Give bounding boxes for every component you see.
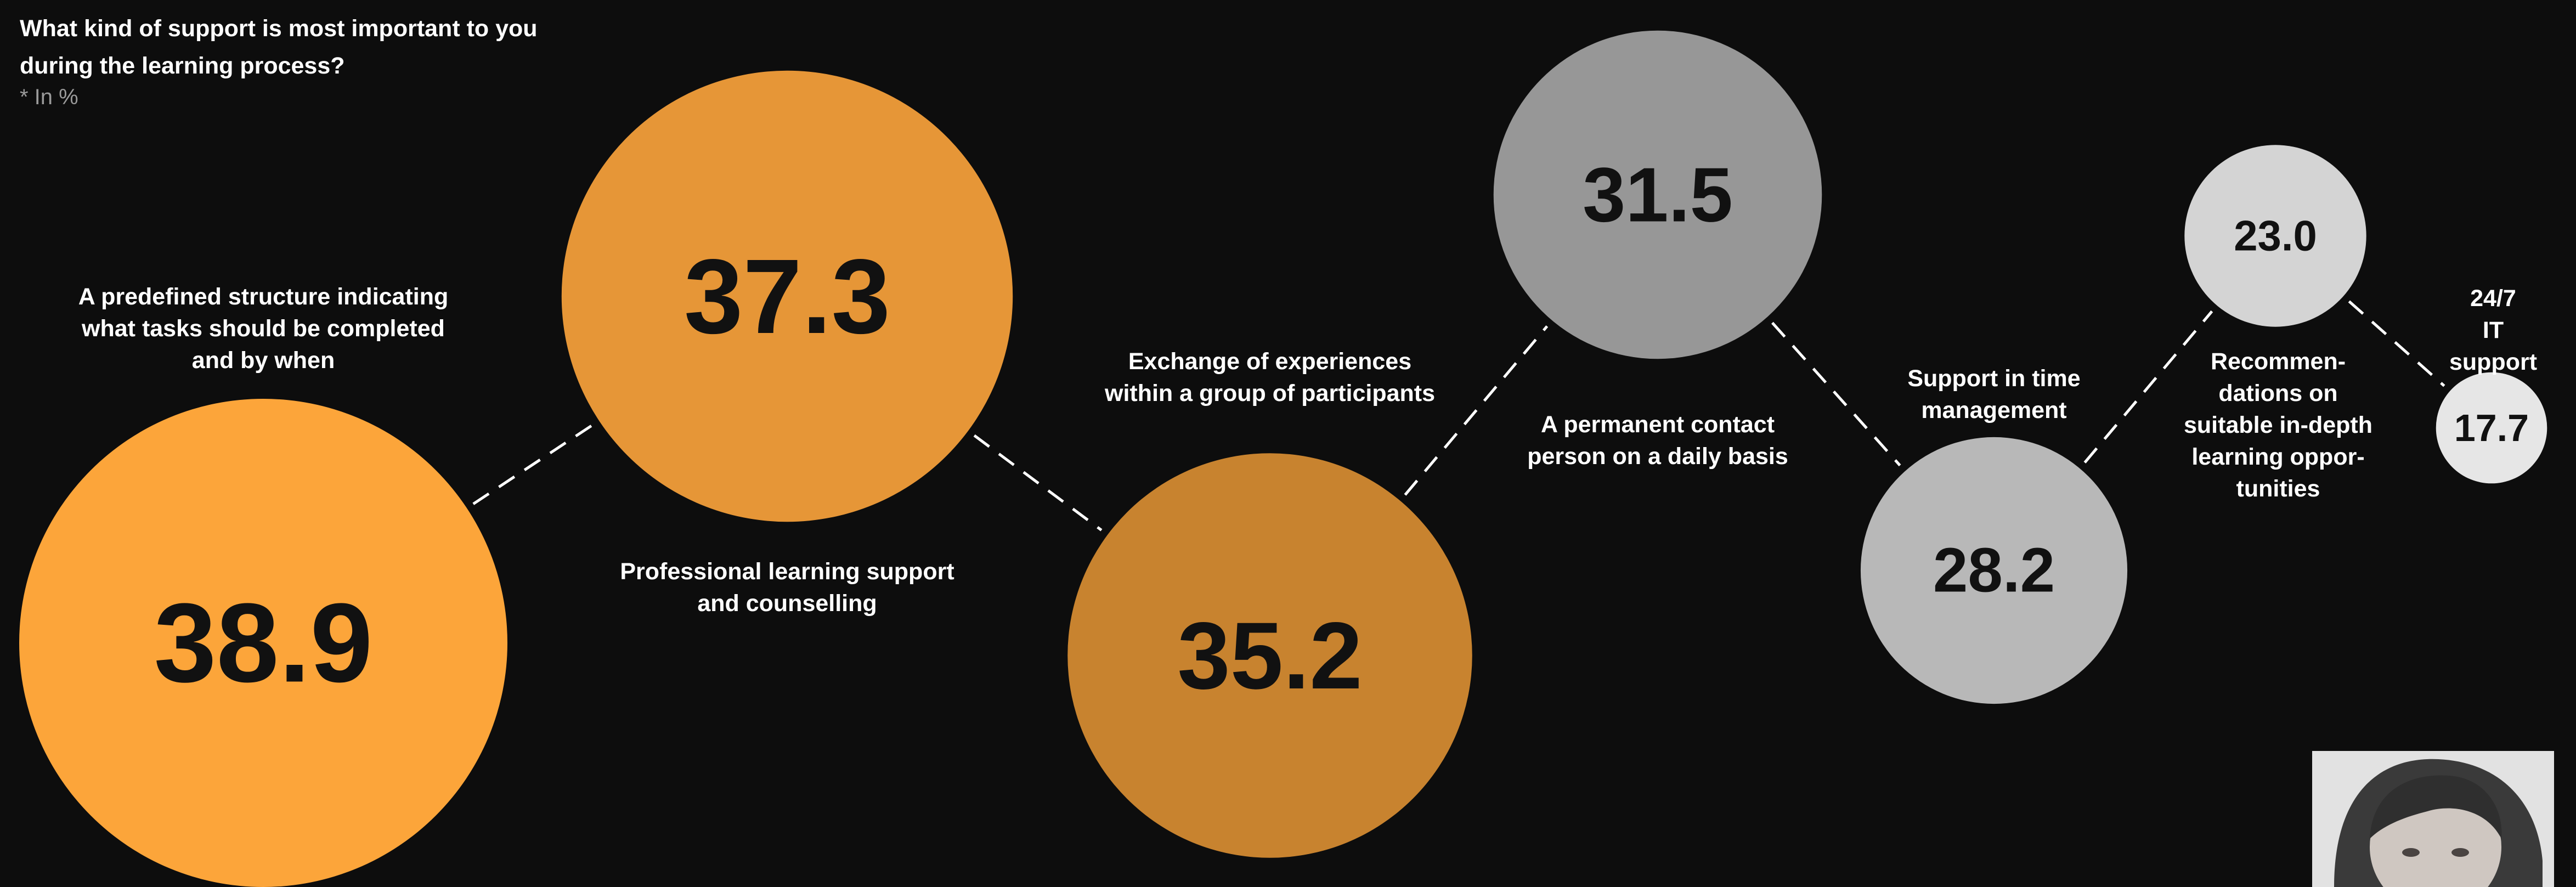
connector-line (473, 425, 593, 504)
category-label: A predefined structure indicating what t… (78, 281, 449, 376)
category-label: Support in time management (1907, 363, 2080, 426)
bubble-value-label: 37.3 (684, 237, 890, 355)
category-label: Professional learning support and counse… (620, 556, 954, 619)
category-label: Exchange of experiences within a group o… (1105, 346, 1435, 409)
category-label: A permanent contact person on a daily ba… (1527, 409, 1788, 472)
category-label: 24/7 IT support (2449, 283, 2537, 378)
connector-line (1772, 323, 1900, 465)
bubble-value-label: 28.2 (1933, 536, 2055, 606)
category-label: Recommen- dations on suitable in-depth l… (2184, 346, 2372, 505)
bubble-value-label: 35.2 (1177, 602, 1362, 709)
person-photo (2312, 751, 2554, 887)
bubble-value-label: 23.0 (2234, 212, 2317, 260)
person-silhouette-icon (2312, 751, 2554, 887)
connector-line (974, 436, 1101, 530)
bubble-value-label: 31.5 (1583, 152, 1733, 238)
bubble-value-label: 38.9 (154, 580, 373, 706)
bubble-value-label: 17.7 (2454, 406, 2529, 449)
